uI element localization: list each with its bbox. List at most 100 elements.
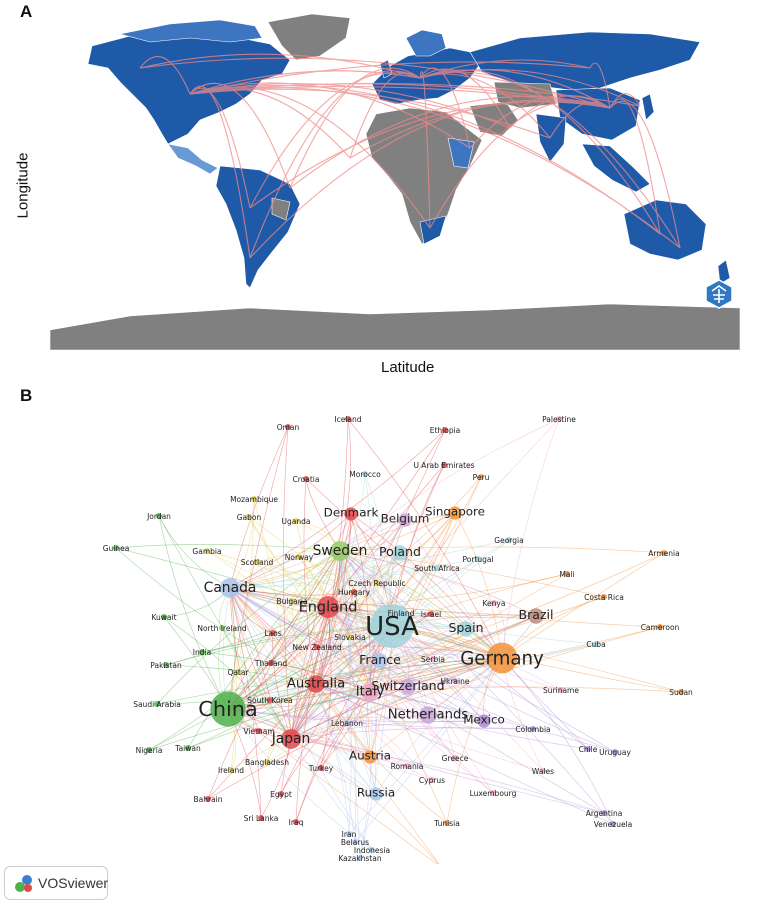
- network-edge: [290, 720, 485, 740]
- network-node-label: Gabon: [237, 513, 262, 522]
- land-south-america: [215, 165, 301, 289]
- land-greenland: [267, 13, 351, 61]
- network-edge: [229, 587, 355, 596]
- network-edge: [227, 628, 467, 710]
- network-edge: [315, 615, 537, 685]
- network-node: [441, 462, 447, 468]
- network-node: [251, 496, 257, 502]
- map-link: [419, 69, 611, 109]
- network-edge: [339, 550, 605, 598]
- network-node: [146, 747, 152, 753]
- network-edge: [290, 615, 537, 740]
- network-node: [293, 518, 299, 524]
- network-node-label: Chile: [579, 745, 598, 754]
- network-node-label: Iraq: [289, 818, 304, 827]
- network-edge: [229, 587, 393, 627]
- map-link: [249, 72, 421, 209]
- network-edge: [339, 550, 544, 772]
- network-edge: [158, 515, 292, 740]
- network-node: [344, 507, 358, 521]
- network-edge: [290, 558, 479, 740]
- network-edge: [290, 660, 381, 740]
- land-antarctica: [50, 303, 740, 350]
- network-node: [506, 537, 512, 543]
- network-edge: [148, 606, 329, 751]
- network-node: [285, 424, 291, 430]
- network-labels: USA China Germany England Canada Sweden Japan A…: [103, 415, 693, 864]
- network-edge: [229, 587, 467, 630]
- network-node-label: Venezuela: [594, 820, 633, 829]
- network-edge: [290, 552, 401, 740]
- network-node-label: Romania: [391, 762, 424, 771]
- network-edge: [315, 657, 503, 685]
- network-node-label: India: [193, 648, 211, 657]
- network-node-label: Spain: [448, 620, 483, 635]
- network-edge: [227, 498, 255, 710]
- network-node-label: Saudi Arabia: [133, 700, 181, 709]
- network-edge: [206, 550, 393, 627]
- network-edge: [327, 606, 537, 618]
- network-edge: [229, 558, 479, 589]
- network-edge: [248, 516, 393, 627]
- network-edge: [248, 516, 329, 608]
- network-edge: [339, 550, 351, 724]
- network-node-label: Slovakia: [334, 633, 366, 642]
- network-node: [205, 796, 211, 802]
- network-node-label: Israel: [421, 610, 442, 619]
- network-node: [314, 644, 320, 650]
- network-edge: [156, 657, 503, 705]
- panel-a-label: A: [20, 2, 33, 21]
- network-edge: [315, 552, 401, 685]
- network-node: [428, 611, 434, 617]
- network-node-label: Netherlands: [388, 708, 469, 723]
- network-node: [204, 548, 210, 554]
- network-edge: [283, 426, 292, 740]
- network-node: [490, 790, 496, 796]
- network-node-label: Ireland: [218, 766, 244, 775]
- network-node: [612, 749, 618, 755]
- network-edge: [369, 615, 537, 693]
- map-link: [419, 71, 431, 229]
- network-node-label: Colombia: [515, 725, 550, 734]
- network-node-label: Switzerland: [371, 678, 444, 693]
- network-node: [210, 691, 246, 727]
- network-node: [477, 714, 491, 728]
- network-node-label: Qatar: [227, 668, 249, 677]
- map-link: [139, 57, 611, 109]
- network-edge: [187, 657, 503, 749]
- network-edge: [369, 628, 467, 693]
- map-link: [349, 100, 611, 159]
- network-node: [458, 621, 474, 637]
- network-edge: [229, 587, 433, 781]
- network-edge: [229, 587, 429, 716]
- network-node-label: Jordan: [146, 512, 171, 521]
- network-node: [369, 787, 383, 801]
- network-edge: [315, 683, 589, 750]
- network-edge: [327, 606, 485, 722]
- network-edge: [290, 738, 408, 767]
- network-node-label: Lebanon: [331, 719, 363, 728]
- network-edge: [290, 727, 534, 740]
- network-edge: [315, 550, 341, 685]
- network-edge: [229, 587, 371, 758]
- network-node: [429, 777, 435, 783]
- map-link: [419, 67, 471, 149]
- network-node-label: Denmark: [324, 506, 379, 520]
- network-edge: [315, 519, 406, 685]
- network-edge: [280, 625, 393, 795]
- network-edge: [347, 418, 503, 659]
- network-node: [564, 571, 570, 577]
- map-collaboration-links: [139, 53, 681, 259]
- network-node-label: USA: [365, 612, 419, 642]
- network-node-label: Uruguay: [599, 748, 631, 757]
- network-edge: [454, 512, 503, 659]
- network-node: [448, 506, 462, 520]
- network-node-label: Bahrain: [193, 795, 222, 804]
- network-edge: [501, 418, 560, 659]
- network-edge: [227, 708, 433, 781]
- network-edge: [280, 606, 329, 795]
- map-link: [589, 62, 611, 109]
- network-edge: [315, 418, 560, 685]
- network-edge: [327, 606, 494, 794]
- network-node-label: Bangladesh: [245, 758, 289, 767]
